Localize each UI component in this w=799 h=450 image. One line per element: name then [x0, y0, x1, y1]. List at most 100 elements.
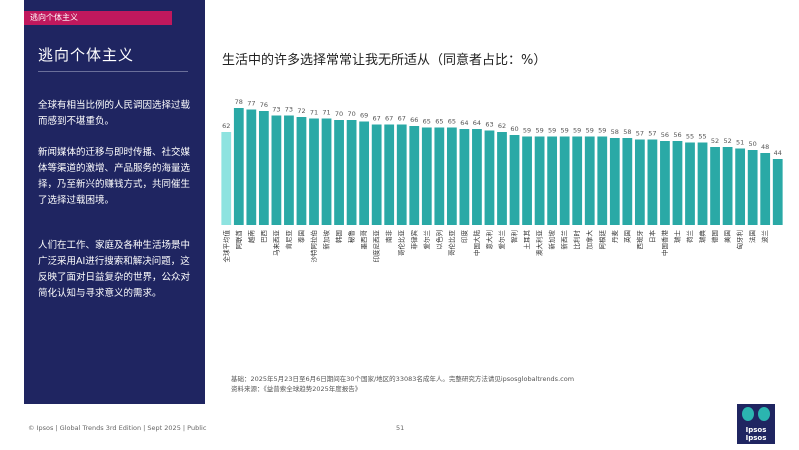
bar-35	[660, 141, 670, 225]
category-label-34: 日本	[647, 230, 656, 244]
category-label-26: 新加坡	[547, 230, 556, 250]
category-label-21: 意大利	[484, 230, 493, 250]
value-label-35: 56	[661, 131, 669, 139]
bar-39	[710, 147, 720, 225]
category-label-1: 阿联酋	[234, 230, 243, 250]
category-label-41: 匈牙利	[735, 230, 744, 250]
category-label-8: 新加坡	[322, 230, 331, 250]
bar-9	[334, 120, 344, 225]
value-label-32: 58	[623, 128, 631, 136]
value-label-11: 69	[360, 112, 368, 120]
value-label-33: 57	[636, 130, 644, 138]
category-label-42: 法国	[748, 230, 757, 243]
category-label-40: 美国	[723, 230, 732, 243]
category-label-39: 德国	[710, 230, 719, 243]
bar-13	[384, 124, 395, 225]
value-label-41: 51	[736, 139, 744, 147]
bar-3	[258, 111, 269, 225]
bar-16	[421, 127, 432, 225]
bar-22	[497, 132, 507, 225]
bar-11	[359, 121, 370, 225]
section-tag: 逃向个体主义	[24, 11, 172, 25]
value-label-9: 70	[335, 110, 343, 118]
bar-19	[459, 129, 470, 225]
panel-divider	[38, 71, 188, 72]
value-label-30: 59	[598, 127, 606, 135]
panel-paragraph-1: 全球有相当比例的人民调因选择过载而感到不堪重负。	[38, 100, 191, 127]
value-label-26: 59	[548, 127, 556, 135]
value-label-5: 73	[285, 106, 293, 114]
category-label-2: 越南	[246, 230, 255, 244]
chart-title: 生活中的许多选择常常让我无所适从（同意者占比：%）	[222, 53, 547, 68]
bar-10	[346, 120, 357, 225]
category-label-12: 印度尼西亚	[372, 230, 381, 263]
value-label-16: 65	[423, 118, 431, 126]
bar-27	[559, 136, 570, 225]
category-label-29: 加拿大	[585, 230, 594, 250]
value-label-15: 66	[410, 116, 418, 124]
category-label-15: 菲律宾	[409, 230, 418, 250]
bar-14	[396, 124, 407, 225]
bar-38	[697, 142, 708, 225]
category-label-37: 荷兰	[685, 230, 694, 244]
bar-24	[522, 136, 532, 225]
logo-circle-left-icon	[742, 407, 754, 421]
category-label-11: 墨西哥	[360, 230, 368, 250]
value-label-40: 52	[723, 137, 731, 145]
category-label-28: 比利时	[572, 230, 581, 250]
value-label-23: 60	[510, 125, 518, 133]
footer-text: © Ipsos | Global Trends 3rd Edition | Se…	[28, 424, 207, 432]
category-label-43: 波兰	[760, 230, 769, 244]
bar-43	[760, 153, 771, 225]
bar-20	[472, 129, 482, 225]
value-label-6: 72	[297, 107, 305, 115]
value-label-37: 55	[686, 133, 694, 141]
bar-17	[434, 127, 445, 225]
category-label-17: 以色列	[434, 230, 443, 250]
value-label-20: 64	[473, 119, 481, 127]
bar-6	[296, 117, 307, 225]
value-label-17: 65	[435, 118, 443, 126]
category-label-19: 印度	[459, 230, 468, 244]
bar-2	[246, 109, 257, 225]
value-label-43: 48	[761, 143, 769, 151]
value-label-38: 55	[698, 133, 706, 141]
bar-31	[609, 138, 620, 225]
category-label-6: 泰国	[296, 230, 305, 243]
category-label-36: 瑞士	[672, 230, 681, 244]
value-label-44: 44	[774, 149, 782, 157]
bar-21	[484, 130, 495, 225]
left-panel	[24, 0, 205, 404]
value-label-18: 65	[448, 118, 456, 126]
category-label-4: 马来西亚	[272, 230, 280, 257]
bar-4	[271, 115, 282, 225]
category-label-23: 智利	[510, 230, 519, 243]
source-line-1: 基础：2025年5月23日至6月6日期间在30个国家/地区的33083名成年人。…	[231, 375, 575, 383]
panel-paragraph-2: 新闻媒体的迁移与即时传播、社交媒体等渠道的激增、产品服务的海量选择，乃至新兴的赚…	[38, 147, 191, 206]
category-label-35: 中国香港	[660, 230, 669, 257]
category-label-30: 阿根廷	[597, 230, 606, 250]
bar-7	[309, 118, 319, 225]
source-note: 基础：2025年5月23日至6月6日期间在30个国家/地区的33083名成年人。…	[231, 374, 574, 394]
category-label-27: 新西兰	[560, 230, 569, 250]
bar-42	[747, 150, 758, 225]
bar-41	[735, 148, 746, 225]
page-number: 51	[396, 424, 405, 432]
source-line-2: 资料来源：《益普索全球趋势2025年度报告》	[231, 385, 362, 393]
category-label-32: 英国	[622, 230, 631, 243]
bar-0	[221, 132, 232, 225]
category-label-20: 中国大陆	[472, 230, 481, 257]
category-label-3: 巴西	[260, 230, 268, 244]
category-label-24: 土耳其	[522, 230, 531, 250]
bar-15	[409, 126, 420, 225]
value-label-34: 57	[648, 130, 656, 138]
category-label-16: 爱尔兰	[422, 230, 431, 250]
value-label-27: 59	[561, 127, 569, 135]
bar-34	[647, 139, 658, 225]
value-label-22: 62	[498, 122, 506, 130]
bar-32	[622, 138, 633, 225]
bar-12	[371, 124, 382, 225]
bar-23	[509, 135, 520, 225]
bar-33	[634, 139, 645, 225]
value-label-1: 78	[235, 98, 243, 106]
